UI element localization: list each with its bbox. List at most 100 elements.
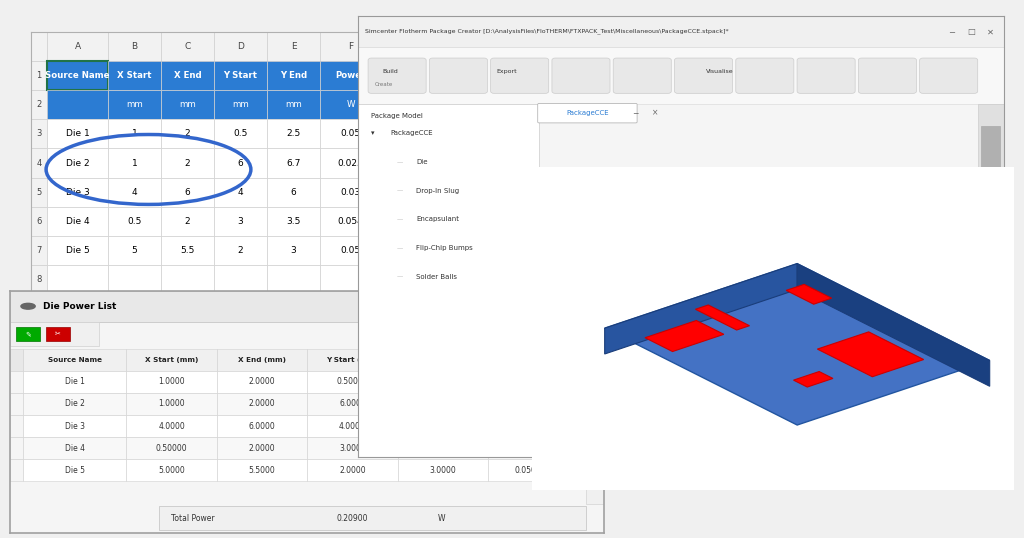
Bar — [31, 236, 47, 265]
Text: Create: Create — [375, 82, 393, 87]
Text: 6.0000: 6.0000 — [249, 422, 275, 430]
FancyBboxPatch shape — [736, 58, 794, 94]
Bar — [319, 148, 381, 178]
Bar — [217, 459, 307, 482]
Polygon shape — [817, 332, 924, 377]
Bar — [319, 294, 381, 323]
Text: Package Model: Package Model — [372, 113, 423, 119]
Bar — [159, 506, 587, 530]
Text: ✕: ✕ — [987, 27, 994, 36]
Bar — [24, 415, 126, 437]
Text: 2.0000: 2.0000 — [249, 444, 275, 453]
Bar — [31, 32, 47, 61]
Bar — [24, 371, 126, 393]
Text: Planes: Planes — [552, 446, 572, 451]
Text: 0.20900: 0.20900 — [337, 514, 369, 522]
Text: 0.054000: 0.054000 — [515, 444, 551, 453]
Text: mm: mm — [285, 101, 302, 109]
Bar — [47, 61, 109, 90]
Text: —: — — [397, 246, 403, 251]
Bar — [397, 437, 488, 459]
FancyBboxPatch shape — [858, 58, 916, 94]
Bar — [10, 415, 24, 437]
Bar — [47, 294, 109, 323]
Text: Die 1: Die 1 — [66, 130, 89, 138]
Bar — [24, 437, 126, 459]
Bar — [381, 178, 410, 207]
Text: mm: mm — [179, 101, 196, 109]
Bar — [217, 415, 307, 437]
Bar — [217, 371, 307, 393]
Text: X End (mm): X End (mm) — [238, 357, 286, 363]
Text: 3: 3 — [291, 246, 296, 254]
Bar — [488, 415, 579, 437]
Bar — [161, 236, 214, 265]
Bar — [217, 349, 307, 371]
Text: Source Name: Source Name — [45, 72, 110, 80]
Bar — [214, 294, 267, 323]
Bar — [109, 265, 161, 294]
Text: 4.0000: 4.0000 — [339, 422, 366, 430]
Bar — [24, 349, 126, 371]
Text: X End: X End — [174, 72, 202, 80]
Bar — [109, 61, 161, 90]
Bar — [488, 349, 579, 371]
Bar — [161, 148, 214, 178]
Text: 0.05: 0.05 — [340, 130, 360, 138]
Bar — [31, 90, 47, 119]
Text: 5.5000: 5.5000 — [249, 466, 275, 475]
Bar — [126, 371, 217, 393]
Text: 3: 3 — [238, 217, 244, 225]
Text: Die 3: Die 3 — [65, 422, 85, 430]
Text: 2: 2 — [238, 246, 244, 254]
Bar — [126, 459, 217, 482]
Text: 6.0000: 6.0000 — [339, 399, 366, 408]
Text: B: B — [131, 43, 137, 51]
Text: ─: ─ — [949, 27, 954, 36]
Bar — [267, 32, 319, 61]
Bar — [307, 437, 397, 459]
Text: Y End: Y End — [280, 72, 307, 80]
Text: 5: 5 — [36, 188, 42, 196]
Text: PackageCCE: PackageCCE — [390, 130, 433, 136]
Text: Drop-In Slug: Drop-In Slug — [417, 188, 460, 194]
Bar — [47, 236, 109, 265]
Text: W: W — [438, 514, 445, 522]
Text: W: W — [346, 101, 354, 109]
Bar — [488, 459, 579, 482]
Text: Die 1: Die 1 — [65, 377, 85, 386]
Polygon shape — [797, 264, 989, 386]
Bar — [319, 207, 381, 236]
Bar — [47, 207, 109, 236]
FancyBboxPatch shape — [920, 58, 978, 94]
Bar — [267, 178, 319, 207]
Text: −: − — [633, 109, 639, 118]
Polygon shape — [604, 264, 797, 354]
Bar — [31, 294, 47, 323]
Text: 2.5000: 2.5000 — [429, 377, 456, 386]
FancyBboxPatch shape — [613, 58, 672, 94]
Circle shape — [20, 303, 35, 309]
Text: Die 5: Die 5 — [66, 246, 89, 254]
Text: □: □ — [968, 27, 975, 36]
Bar — [109, 294, 161, 323]
Text: Build: Build — [383, 69, 398, 74]
Text: Die 2: Die 2 — [65, 399, 85, 408]
Text: 2: 2 — [184, 217, 190, 225]
Bar — [381, 236, 410, 265]
Text: 1: 1 — [36, 72, 42, 80]
Bar — [397, 415, 488, 437]
Bar — [47, 178, 109, 207]
Text: 0.5: 0.5 — [127, 217, 141, 225]
Text: Die 4: Die 4 — [65, 444, 85, 453]
Text: Die: Die — [417, 159, 428, 165]
Bar — [981, 126, 1000, 171]
Bar — [267, 90, 319, 119]
Bar — [126, 437, 217, 459]
Bar — [381, 90, 410, 119]
Bar — [488, 371, 579, 393]
Bar — [267, 265, 319, 294]
Bar — [46, 327, 70, 342]
Text: 6.0000: 6.0000 — [429, 422, 456, 430]
Bar — [488, 393, 579, 415]
